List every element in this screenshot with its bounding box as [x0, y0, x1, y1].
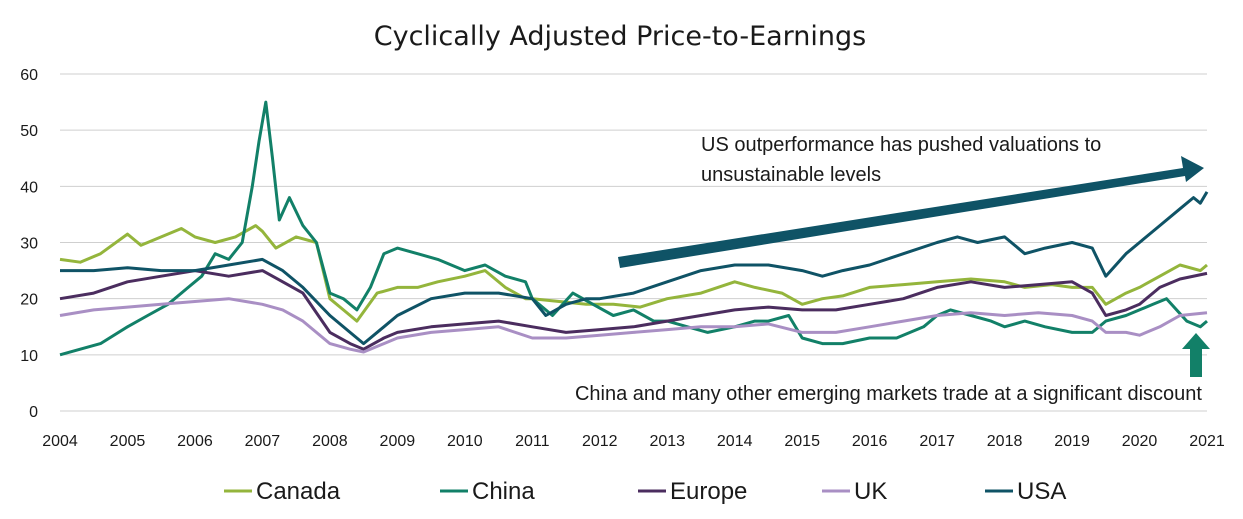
us-annotation-line-2: unsustainable levels: [701, 164, 881, 186]
x-tick-label: 2010: [447, 433, 483, 450]
y-axis-ticks: 0 10 20 30 40 50 60: [20, 67, 38, 421]
legend: Canada China Europe UK USA: [224, 478, 1066, 505]
series-lines: [59, 100, 1209, 357]
series-line-europe: [59, 269, 1208, 351]
x-tick-label: 2006: [177, 433, 213, 450]
x-tick-label: 2008: [312, 433, 348, 450]
china-annotation: China and many other emerging markets tr…: [575, 333, 1210, 405]
x-tick-label: 2012: [582, 433, 618, 450]
legend-label: Europe: [670, 478, 747, 505]
series-line-usa: [60, 191, 1209, 346]
us-annotation: US outperformance has pushed valuations …: [618, 134, 1204, 268]
us-arrow-icon: [618, 156, 1204, 268]
legend-item-uk: UK: [822, 478, 887, 505]
y-tick-label: 0: [29, 404, 38, 421]
x-tick-label: 2016: [852, 433, 888, 450]
legend-item-usa: USA: [985, 478, 1066, 505]
y-tick-label: 20: [20, 292, 38, 309]
x-tick-label: 2017: [919, 433, 955, 450]
china-annotation-text: China and many other emerging markets tr…: [575, 383, 1202, 405]
y-tick-label: 60: [20, 67, 38, 84]
x-tick-label: 2007: [245, 433, 281, 450]
x-tick-label: 2014: [717, 433, 753, 450]
x-tick-label: 2019: [1054, 433, 1090, 450]
y-tick-label: 50: [20, 123, 38, 140]
legend-item-europe: Europe: [638, 478, 747, 505]
legend-label: China: [472, 478, 535, 505]
x-axis-ticks: 2004 2005 2006 2007 2008 2009 2010 2011 2012 2013…: [42, 433, 1225, 450]
x-tick-label: 2020: [1122, 433, 1158, 450]
legend-item-canada: Canada: [224, 478, 341, 505]
x-tick-label: 2015: [784, 433, 820, 450]
x-tick-label: 2004: [42, 433, 78, 450]
china-arrow-icon: [1182, 333, 1210, 377]
y-tick-label: 40: [20, 179, 38, 196]
gridlines: [60, 73, 1207, 412]
y-tick-label: 10: [20, 348, 38, 365]
legend-item-china: China: [440, 478, 535, 505]
x-tick-label: 2009: [380, 433, 416, 450]
us-annotation-line-1: US outperformance has pushed valuations …: [701, 134, 1101, 156]
series-line-canada: [59, 224, 1208, 323]
y-tick-label: 30: [20, 236, 38, 253]
chart-title: Cyclically Adjusted Price-to-Earnings: [374, 21, 867, 52]
series-line-uk: [59, 297, 1208, 354]
legend-label: Canada: [256, 478, 341, 505]
legend-label: USA: [1017, 478, 1066, 505]
x-tick-label: 2013: [649, 433, 685, 450]
x-tick-label: 2021: [1189, 433, 1225, 450]
x-tick-label: 2011: [515, 433, 550, 450]
x-tick-label: 2005: [110, 433, 146, 450]
x-tick-label: 2018: [987, 433, 1023, 450]
legend-label: UK: [854, 478, 887, 505]
